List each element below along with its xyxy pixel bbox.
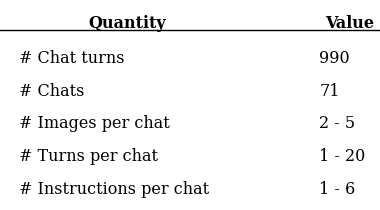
Text: Value: Value xyxy=(325,15,374,32)
Text: 1 - 20: 1 - 20 xyxy=(319,148,366,165)
Text: 2 - 5: 2 - 5 xyxy=(319,116,355,133)
Text: 71: 71 xyxy=(319,83,340,100)
Text: Quantity: Quantity xyxy=(89,15,166,32)
Text: # Instructions per chat: # Instructions per chat xyxy=(19,181,209,198)
Text: 990: 990 xyxy=(319,50,350,67)
Text: 1 - 6: 1 - 6 xyxy=(319,181,355,198)
Text: # Chat turns: # Chat turns xyxy=(19,50,125,67)
Text: # Turns per chat: # Turns per chat xyxy=(19,148,158,165)
Text: # Chats: # Chats xyxy=(19,83,84,100)
Text: # Images per chat: # Images per chat xyxy=(19,116,170,133)
